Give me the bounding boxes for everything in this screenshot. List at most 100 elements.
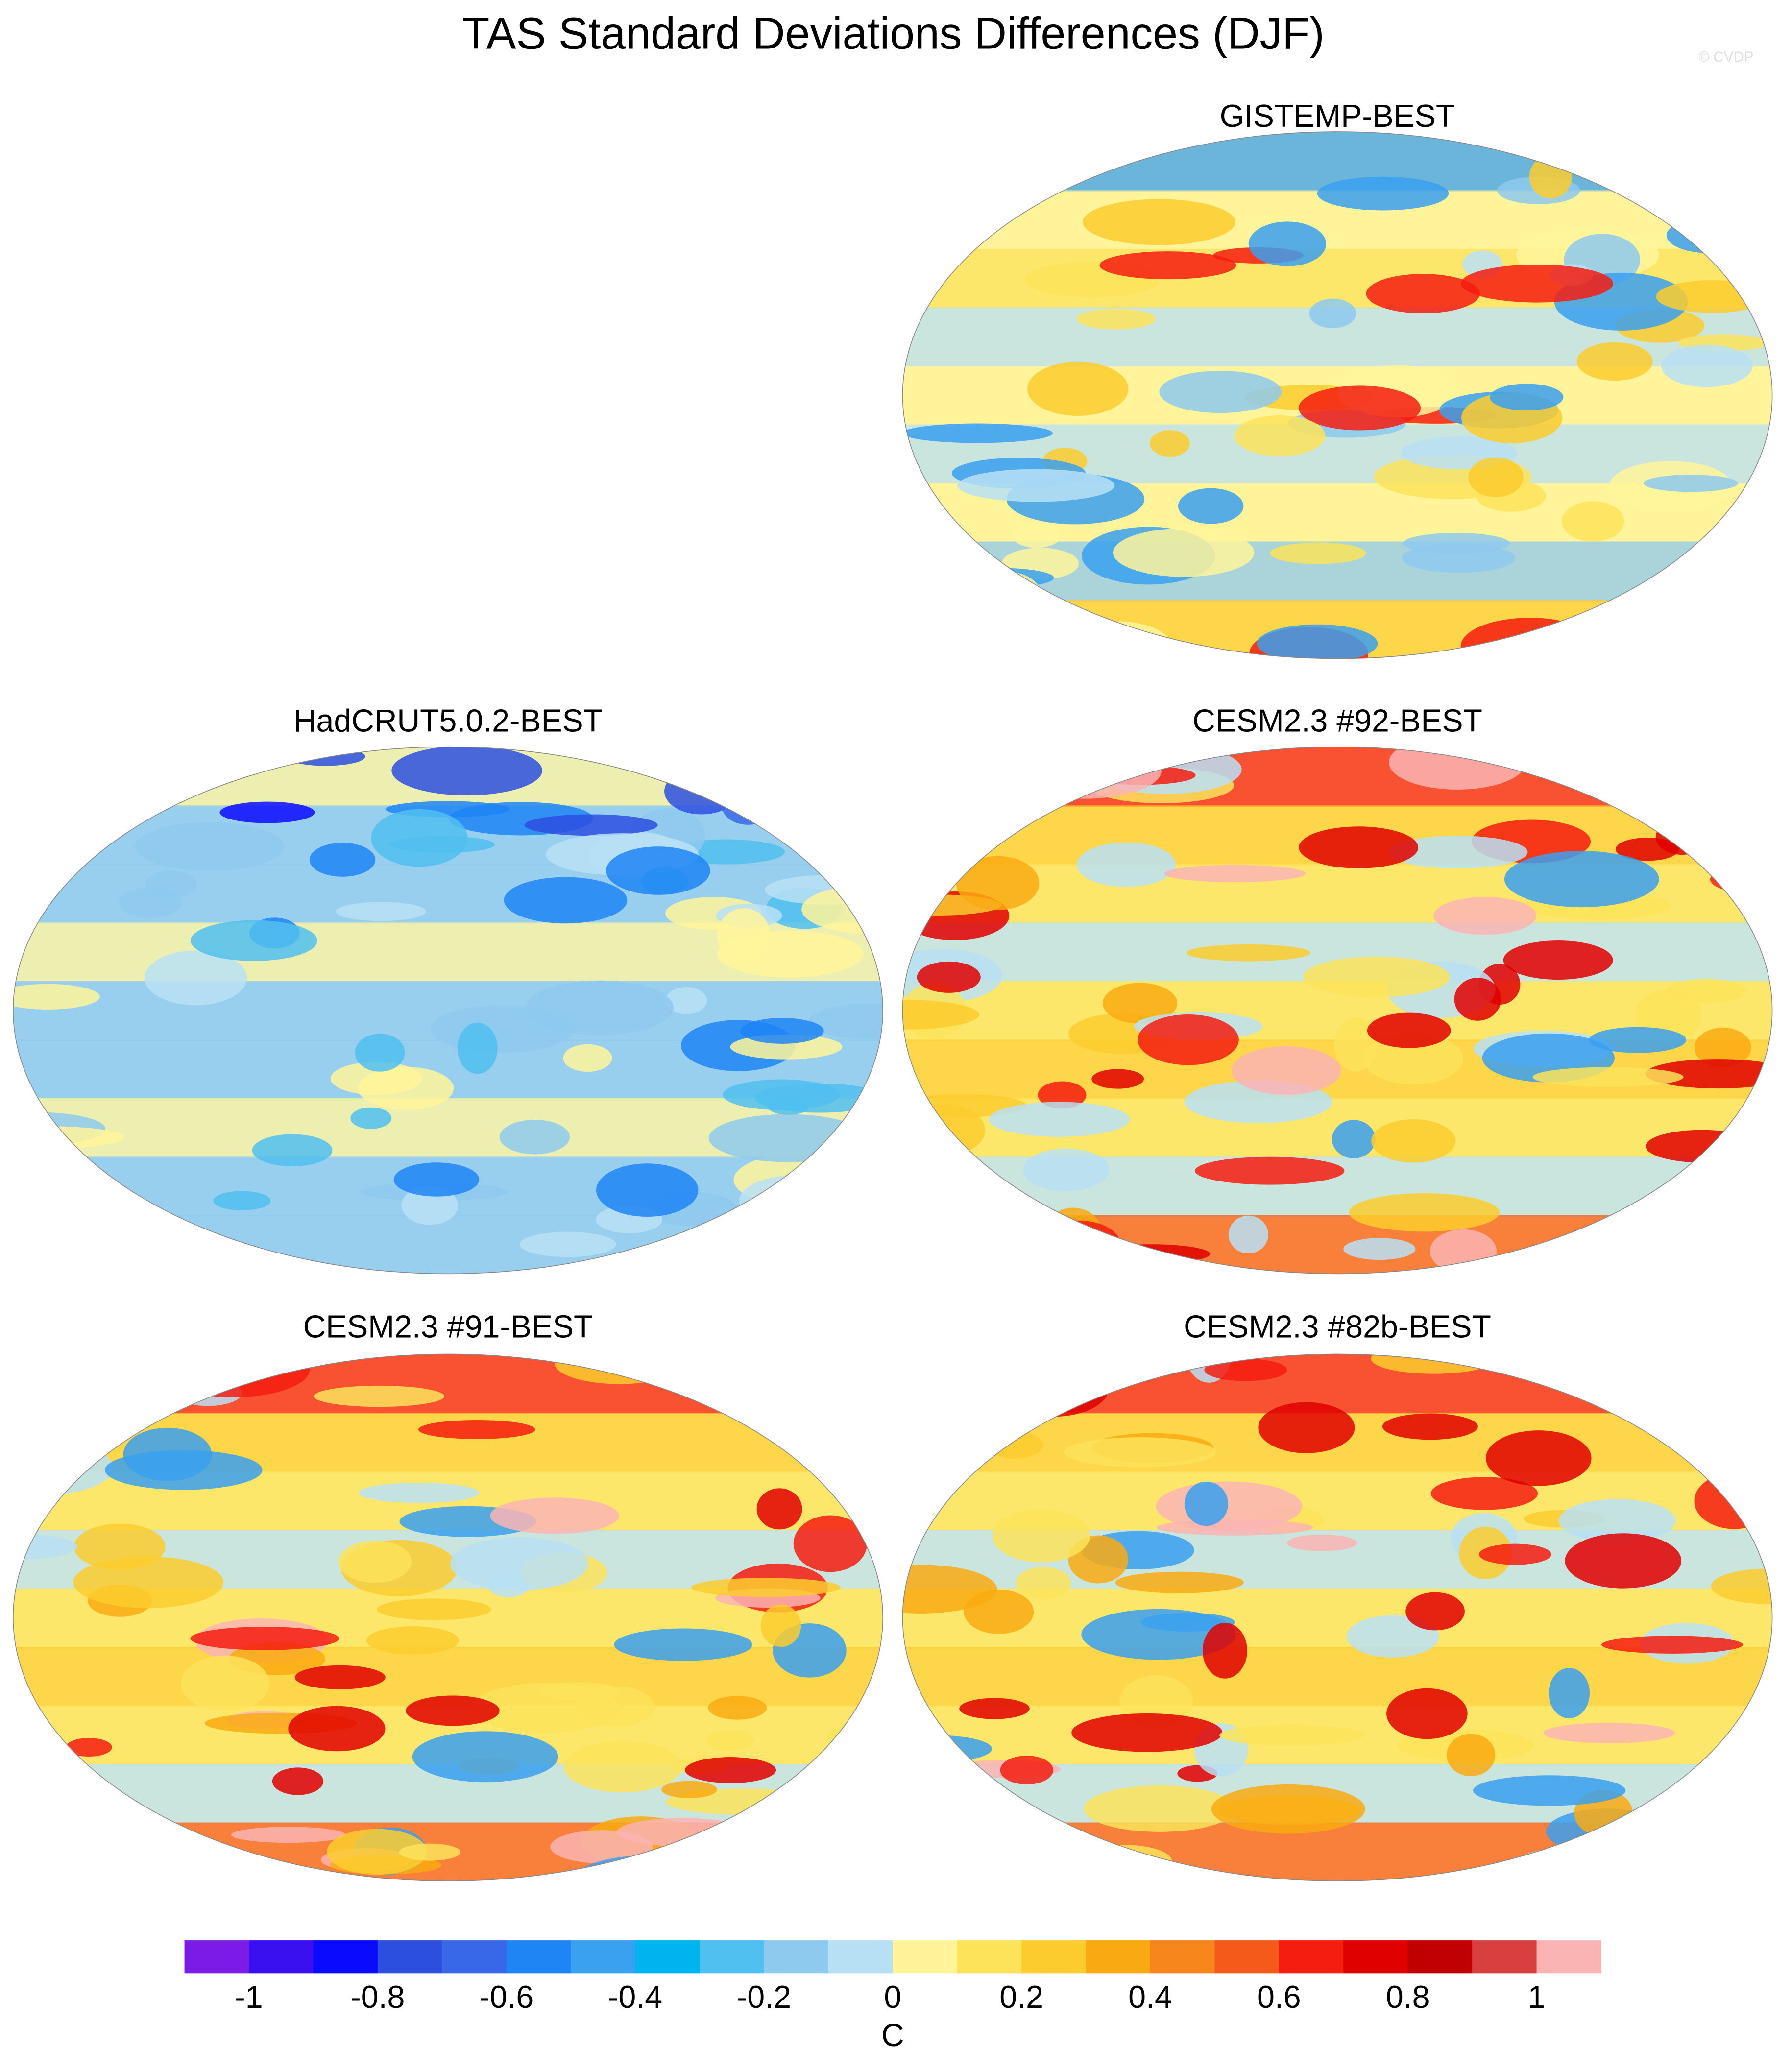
map-shading	[1228, 1215, 1269, 1253]
map-shading	[1661, 344, 1753, 387]
map-shading	[213, 1191, 271, 1211]
map-band	[13, 1354, 883, 1414]
colorbar-box	[184, 1940, 249, 1974]
map-shading	[1646, 1130, 1758, 1163]
panel-title: CESM2.3 #91-BEST	[303, 1309, 593, 1344]
map-shading	[450, 1537, 588, 1590]
map-shading	[1091, 1244, 1211, 1264]
map-shading	[555, 1354, 684, 1384]
map-shading	[48, 1865, 187, 1881]
map-shading	[1433, 897, 1537, 935]
map-shading	[576, 1686, 655, 1727]
map-shading	[1460, 618, 1599, 659]
map-shading	[1666, 1382, 1742, 1440]
map-shading	[1071, 1713, 1223, 1752]
watermark: © CVDP	[1698, 49, 1753, 65]
map-shading	[1503, 940, 1613, 980]
map-shading	[524, 814, 658, 836]
map-shading	[1430, 1477, 1538, 1510]
map-shading	[231, 1827, 346, 1843]
map-shading	[48, 748, 165, 804]
colorbar-tick-label: 0.2	[999, 1979, 1043, 2015]
colorbar-box	[1472, 1940, 1537, 1974]
map-shading	[902, 581, 984, 615]
map-shading	[1138, 1014, 1239, 1065]
colorbar-box	[699, 1940, 765, 1974]
map-band	[902, 1822, 1772, 1881]
map-shading	[959, 1698, 1030, 1719]
map-outline	[902, 1353, 1773, 1881]
map-shading	[902, 779, 1026, 795]
map-shading	[1027, 747, 1088, 769]
map-shading	[1549, 1668, 1590, 1719]
map-shading	[66, 1738, 112, 1757]
map-shading	[1536, 636, 1621, 659]
map-shading	[1077, 309, 1156, 330]
map-shading	[85, 1842, 205, 1879]
map-shading	[685, 1757, 776, 1783]
map-outline	[902, 746, 1773, 1275]
map-shading	[13, 1245, 100, 1267]
map-shading	[1343, 1238, 1416, 1260]
map-shading	[1402, 543, 1516, 573]
map-shading	[902, 583, 966, 616]
map-shading	[1666, 217, 1754, 254]
map-shading	[708, 1114, 867, 1162]
map-shading	[1656, 280, 1769, 313]
map-shading	[181, 1655, 270, 1711]
panel-title: HadCRUT5.0.2-BEST	[293, 703, 603, 738]
colorbar-tick-label: 0	[884, 1979, 901, 2015]
map-shading	[504, 877, 628, 924]
map-shading	[907, 1841, 967, 1881]
map-shading	[957, 469, 1115, 502]
map-shading	[1332, 1120, 1376, 1158]
map-shading	[1178, 488, 1244, 524]
map-shading	[1016, 1566, 1071, 1599]
map-shading	[1211, 1784, 1365, 1834]
map-shading	[647, 1855, 769, 1881]
map-shading	[992, 1509, 1090, 1563]
map-shading	[1027, 361, 1129, 416]
map-shading	[191, 920, 317, 961]
map-shading	[740, 1018, 824, 1044]
map-shading	[391, 747, 542, 795]
map-shading	[336, 902, 426, 921]
colorbar-box	[1214, 1940, 1280, 1974]
map-shading	[1576, 342, 1653, 381]
map-shading	[1258, 1402, 1355, 1453]
map-shading	[1622, 747, 1739, 772]
figure-title: TAS Standard Deviations Differences (DJF…	[462, 8, 1325, 58]
colorbar-box	[248, 1940, 314, 1974]
panel-title: CESM2.3 #82b-BEST	[1184, 1309, 1491, 1344]
map-shading	[457, 1022, 498, 1074]
map-shading	[1688, 131, 1772, 154]
map-shading	[1386, 1688, 1468, 1739]
map-shading	[288, 1706, 386, 1752]
map-shading	[969, 1828, 1062, 1856]
map-shading	[1234, 415, 1326, 457]
map-shading	[1485, 1430, 1592, 1486]
map-shading	[294, 1665, 386, 1689]
map-shading	[1023, 1148, 1110, 1191]
map-shading	[156, 1354, 310, 1397]
map-shading	[1694, 1027, 1751, 1067]
map-shading	[917, 961, 981, 993]
map-shading	[1113, 528, 1255, 577]
map-shading	[665, 987, 707, 1014]
map-shading	[1156, 1519, 1313, 1536]
map-shading	[33, 1851, 136, 1873]
map-shading	[956, 856, 1040, 910]
map-shading	[1186, 944, 1311, 962]
map-shading	[393, 1162, 480, 1197]
map-shading	[902, 1779, 981, 1835]
map-shading	[1366, 274, 1480, 313]
map-shading	[1665, 979, 1747, 1004]
map-shading	[703, 1354, 769, 1400]
map-shading	[596, 1163, 699, 1217]
map-band	[13, 1215, 883, 1274]
map-shading	[793, 1515, 867, 1572]
map-shading	[355, 1034, 405, 1072]
map-shading	[1367, 1012, 1451, 1048]
colorbar-label: C	[881, 2018, 904, 2053]
map-shading	[1309, 298, 1356, 329]
